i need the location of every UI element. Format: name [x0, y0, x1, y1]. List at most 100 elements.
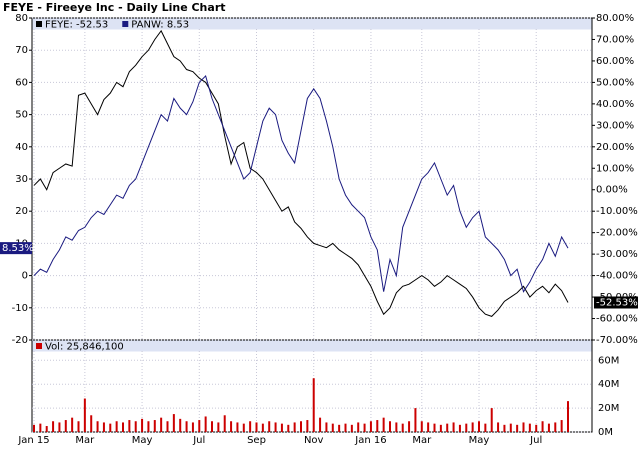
y-tick-label: 40 [15, 142, 28, 153]
y2-tick-label: 0.00% [596, 185, 628, 196]
volume-bar [509, 423, 512, 432]
y-tick-label: 70 [15, 45, 28, 56]
volume-bar [236, 422, 239, 432]
volume-tick-label: 60M [598, 355, 619, 366]
volume-bar [401, 423, 404, 432]
volume-bar [249, 421, 252, 432]
volume-bar [458, 424, 461, 432]
volume-bar [77, 421, 80, 432]
x-tick-label: Jul [192, 435, 205, 446]
volume-bar [465, 423, 468, 432]
volume-bar [560, 420, 563, 432]
y2-tick-label: 60.00% [596, 56, 634, 67]
volume-bar [503, 424, 506, 432]
volume-bar [293, 422, 296, 432]
volume-bar [471, 422, 474, 432]
volume-bar [433, 423, 436, 432]
volume-bar [554, 422, 557, 432]
y2-tick-label: 70.00% [596, 34, 634, 45]
volume-bar [211, 421, 213, 432]
y2-tick-label: -10.00% [596, 206, 638, 217]
volume-bar [71, 417, 74, 432]
x-tick-label: Mar [412, 435, 432, 446]
volume-bar [115, 421, 118, 432]
volume-bar [516, 424, 519, 432]
y2-tick-label: -40.00% [596, 271, 638, 282]
series-line [33, 74, 569, 293]
x-tick-label: Jan 15 [17, 435, 49, 446]
volume-bar [83, 398, 86, 432]
volume-bar [420, 421, 423, 432]
legend-label: PANW: 8.53 [131, 20, 189, 31]
y2-tick-label: 10.00% [596, 163, 634, 174]
volume-bar [395, 422, 398, 432]
volume-bar [153, 420, 156, 432]
y2-tick-label: -60.00% [596, 314, 638, 325]
x-tick-label: Nov [304, 435, 324, 446]
volume-bar [223, 415, 226, 432]
volume-bar [179, 418, 182, 432]
x-tick-label: Jan 16 [354, 435, 386, 446]
volume-bar [287, 424, 290, 432]
y2-tick-label: 40.00% [596, 99, 634, 110]
legend-swatch [122, 21, 129, 27]
volume-panel [31, 339, 593, 433]
volume-bar [427, 422, 430, 432]
volume-bar [64, 420, 67, 432]
end-label-box [0, 242, 32, 255]
volume-bar [547, 423, 550, 432]
volume-bar [497, 422, 500, 432]
volume-bar [331, 423, 334, 432]
volume-tick-label: 40M [598, 379, 619, 390]
legend-swatch [36, 343, 42, 349]
y-tick-label: 80 [15, 13, 28, 24]
end-label-box [594, 296, 638, 309]
volume-bar [52, 421, 55, 432]
volume-bar [535, 424, 538, 432]
volume-tick-label: 0M [598, 427, 613, 438]
x-tick-label: May [132, 435, 153, 446]
y2-tick-label: 50.00% [596, 77, 634, 88]
volume-bar [414, 408, 417, 432]
x-tick-label: Mar [75, 435, 95, 446]
volume-bar [325, 422, 328, 432]
volume-bar [357, 422, 360, 432]
volume-bar [160, 417, 163, 432]
volume-bar [369, 421, 372, 432]
volume-bar [452, 422, 455, 432]
volume-bar [204, 416, 207, 432]
volume-bar [261, 423, 264, 432]
x-tick-label: Sep [247, 435, 266, 446]
volume-bar [172, 414, 175, 432]
volume-bar [300, 421, 302, 432]
volume-bar [147, 421, 150, 432]
volume-bar [198, 420, 201, 432]
volume-bar [408, 421, 411, 432]
y-tick-label: 30 [15, 174, 28, 185]
volume-bar [122, 422, 124, 432]
volume-bar [90, 415, 93, 432]
volume-bar [230, 421, 233, 432]
x-tick-label: May [469, 435, 490, 446]
volume-bar [478, 421, 480, 432]
y-tick-label: -10 [12, 303, 28, 314]
end-label: 8.53% [2, 243, 34, 254]
x-tick-label: Jul [529, 435, 542, 446]
y-tick-label: 0 [22, 271, 28, 282]
volume-bar [389, 421, 391, 432]
volume-bar [319, 417, 322, 432]
y2-tick-label: 80.00% [596, 13, 634, 24]
price-legend-band [32, 18, 592, 30]
volume-bar [306, 420, 309, 432]
legend-swatch [36, 21, 42, 27]
volume-bar [522, 422, 525, 432]
y2-tick-label: 30.00% [596, 120, 634, 131]
y-tick-label: 50 [15, 110, 28, 121]
series-line [33, 29, 569, 317]
volume-bar [33, 424, 35, 432]
legend-label: FEYE: -52.53 [45, 20, 108, 31]
volume-bar [141, 418, 144, 432]
y-tick-label: -20 [12, 335, 28, 346]
volume-bar [45, 426, 48, 432]
